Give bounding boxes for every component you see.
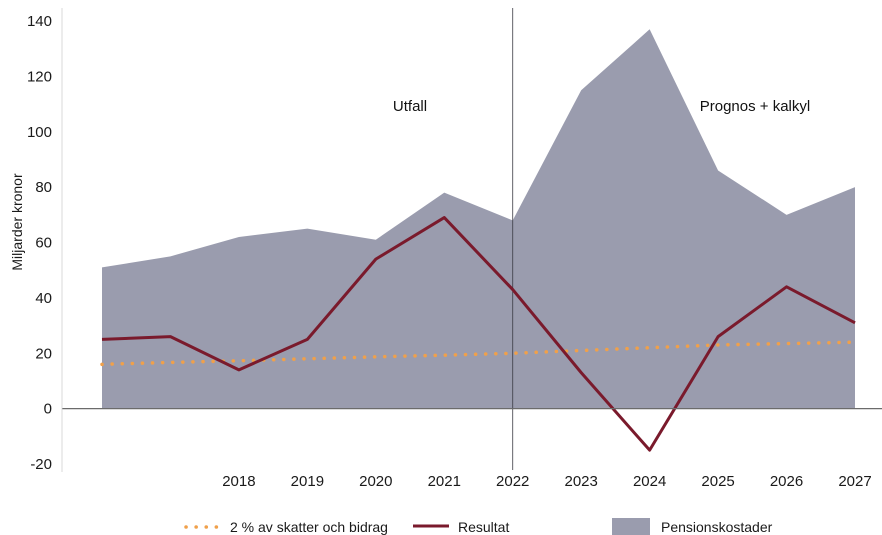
legend-label-dotted: 2 % av skatter och bidrag: [230, 519, 388, 535]
series-area-pensionskostader: [102, 29, 855, 409]
y-axis-title: Miljarder kronor: [9, 173, 25, 271]
y-tick-label: 140: [27, 13, 52, 30]
y-tick-label: 60: [35, 235, 52, 252]
y-tick-label: 120: [27, 68, 52, 85]
x-tick-label: 2021: [428, 473, 461, 490]
x-tick-label: 2026: [770, 473, 803, 490]
legend-item-dotted: 2 % av skatter och bidrag: [184, 519, 388, 535]
x-tick-label: 2022: [496, 473, 529, 490]
annotation-utfall: Utfall: [393, 98, 427, 115]
axes: -20 0 20 40 60 80 100 120 140 2018 2019 2020 2021 202…: [27, 8, 882, 490]
x-tick-label: 2025: [701, 473, 734, 490]
legend-label-pensionskostader: Pensionskostader: [661, 519, 773, 535]
legend-item-pensionskostader: Pensionskostader: [612, 518, 773, 535]
x-tick-label: 2018: [222, 473, 255, 490]
legend: 2 % av skatter och bidrag Resultat Pensi…: [184, 518, 773, 535]
x-tick-label: 2027: [838, 473, 871, 490]
y-tick-label: -20: [30, 456, 52, 473]
legend-swatch-pensionskostader: [612, 518, 650, 535]
y-tick-label: 80: [35, 179, 52, 196]
series-line-dotted: [100, 340, 857, 367]
plot-area: [100, 8, 857, 470]
annotation-prognos: Prognos + kalkyl: [700, 98, 810, 115]
legend-item-resultat: Resultat: [413, 519, 509, 535]
x-tick-label: 2019: [291, 473, 324, 490]
x-tick-label: 2024: [633, 473, 666, 490]
y-tick-label: 100: [27, 124, 52, 141]
y-tick-label: 40: [35, 290, 52, 307]
series-line-resultat: [101, 216, 856, 452]
y-tick-label: 0: [44, 401, 52, 418]
x-tick-label: 2020: [359, 473, 392, 490]
x-tick-label: 2023: [564, 473, 597, 490]
legend-label-resultat: Resultat: [458, 519, 509, 535]
y-tick-label: 20: [35, 345, 52, 362]
